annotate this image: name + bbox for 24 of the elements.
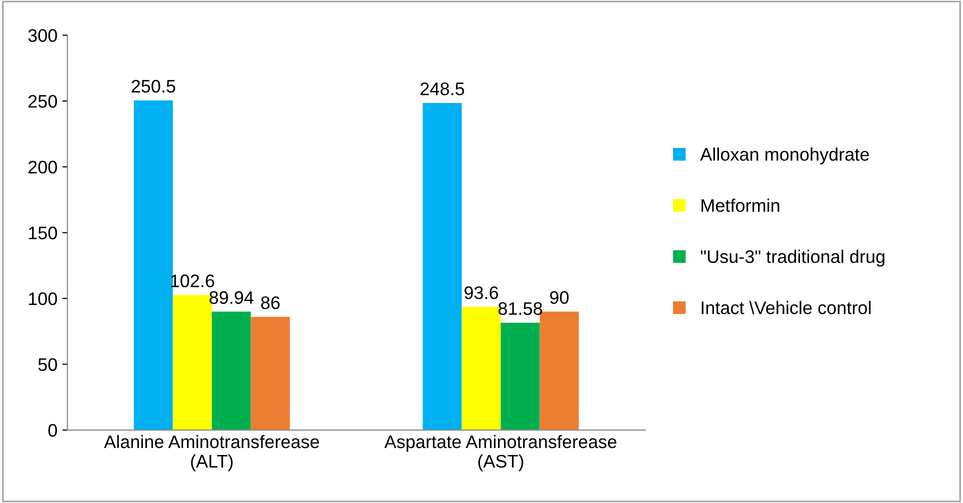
bar (422, 102, 462, 430)
x-tick-label: Aspartate Aminotransferease (AST) (384, 434, 616, 472)
bar (250, 316, 290, 430)
bar (134, 100, 173, 430)
legend-label: Intact \Vehicle control (702, 300, 871, 314)
legend-label: Alloxan monohydrate (700, 148, 869, 164)
y-tick-label: 300 (28, 29, 57, 42)
data-label: 93.6 (464, 286, 498, 300)
legend-label: "Usu-3" traditional drug (700, 250, 884, 267)
data-label: 90 (550, 291, 569, 304)
bar (212, 312, 251, 430)
y-tick-label: 0 (48, 424, 57, 437)
data-label: 86 (261, 296, 280, 310)
y-tick-label: 50 (38, 358, 57, 371)
y-tick-label: 100 (28, 292, 57, 306)
data-label: 250.5 (132, 80, 176, 93)
data-label: 248.5 (420, 82, 464, 96)
y-tick-label: 250 (28, 94, 57, 108)
y-tick-label: 150 (28, 226, 57, 240)
y-tick-label: 200 (28, 160, 57, 174)
bar (500, 322, 540, 430)
legend-label: Metformin (702, 198, 780, 212)
data-label: 81.58 (498, 302, 542, 315)
x-tick-label: Alanine Aminotransferease (ALT) (104, 434, 319, 472)
